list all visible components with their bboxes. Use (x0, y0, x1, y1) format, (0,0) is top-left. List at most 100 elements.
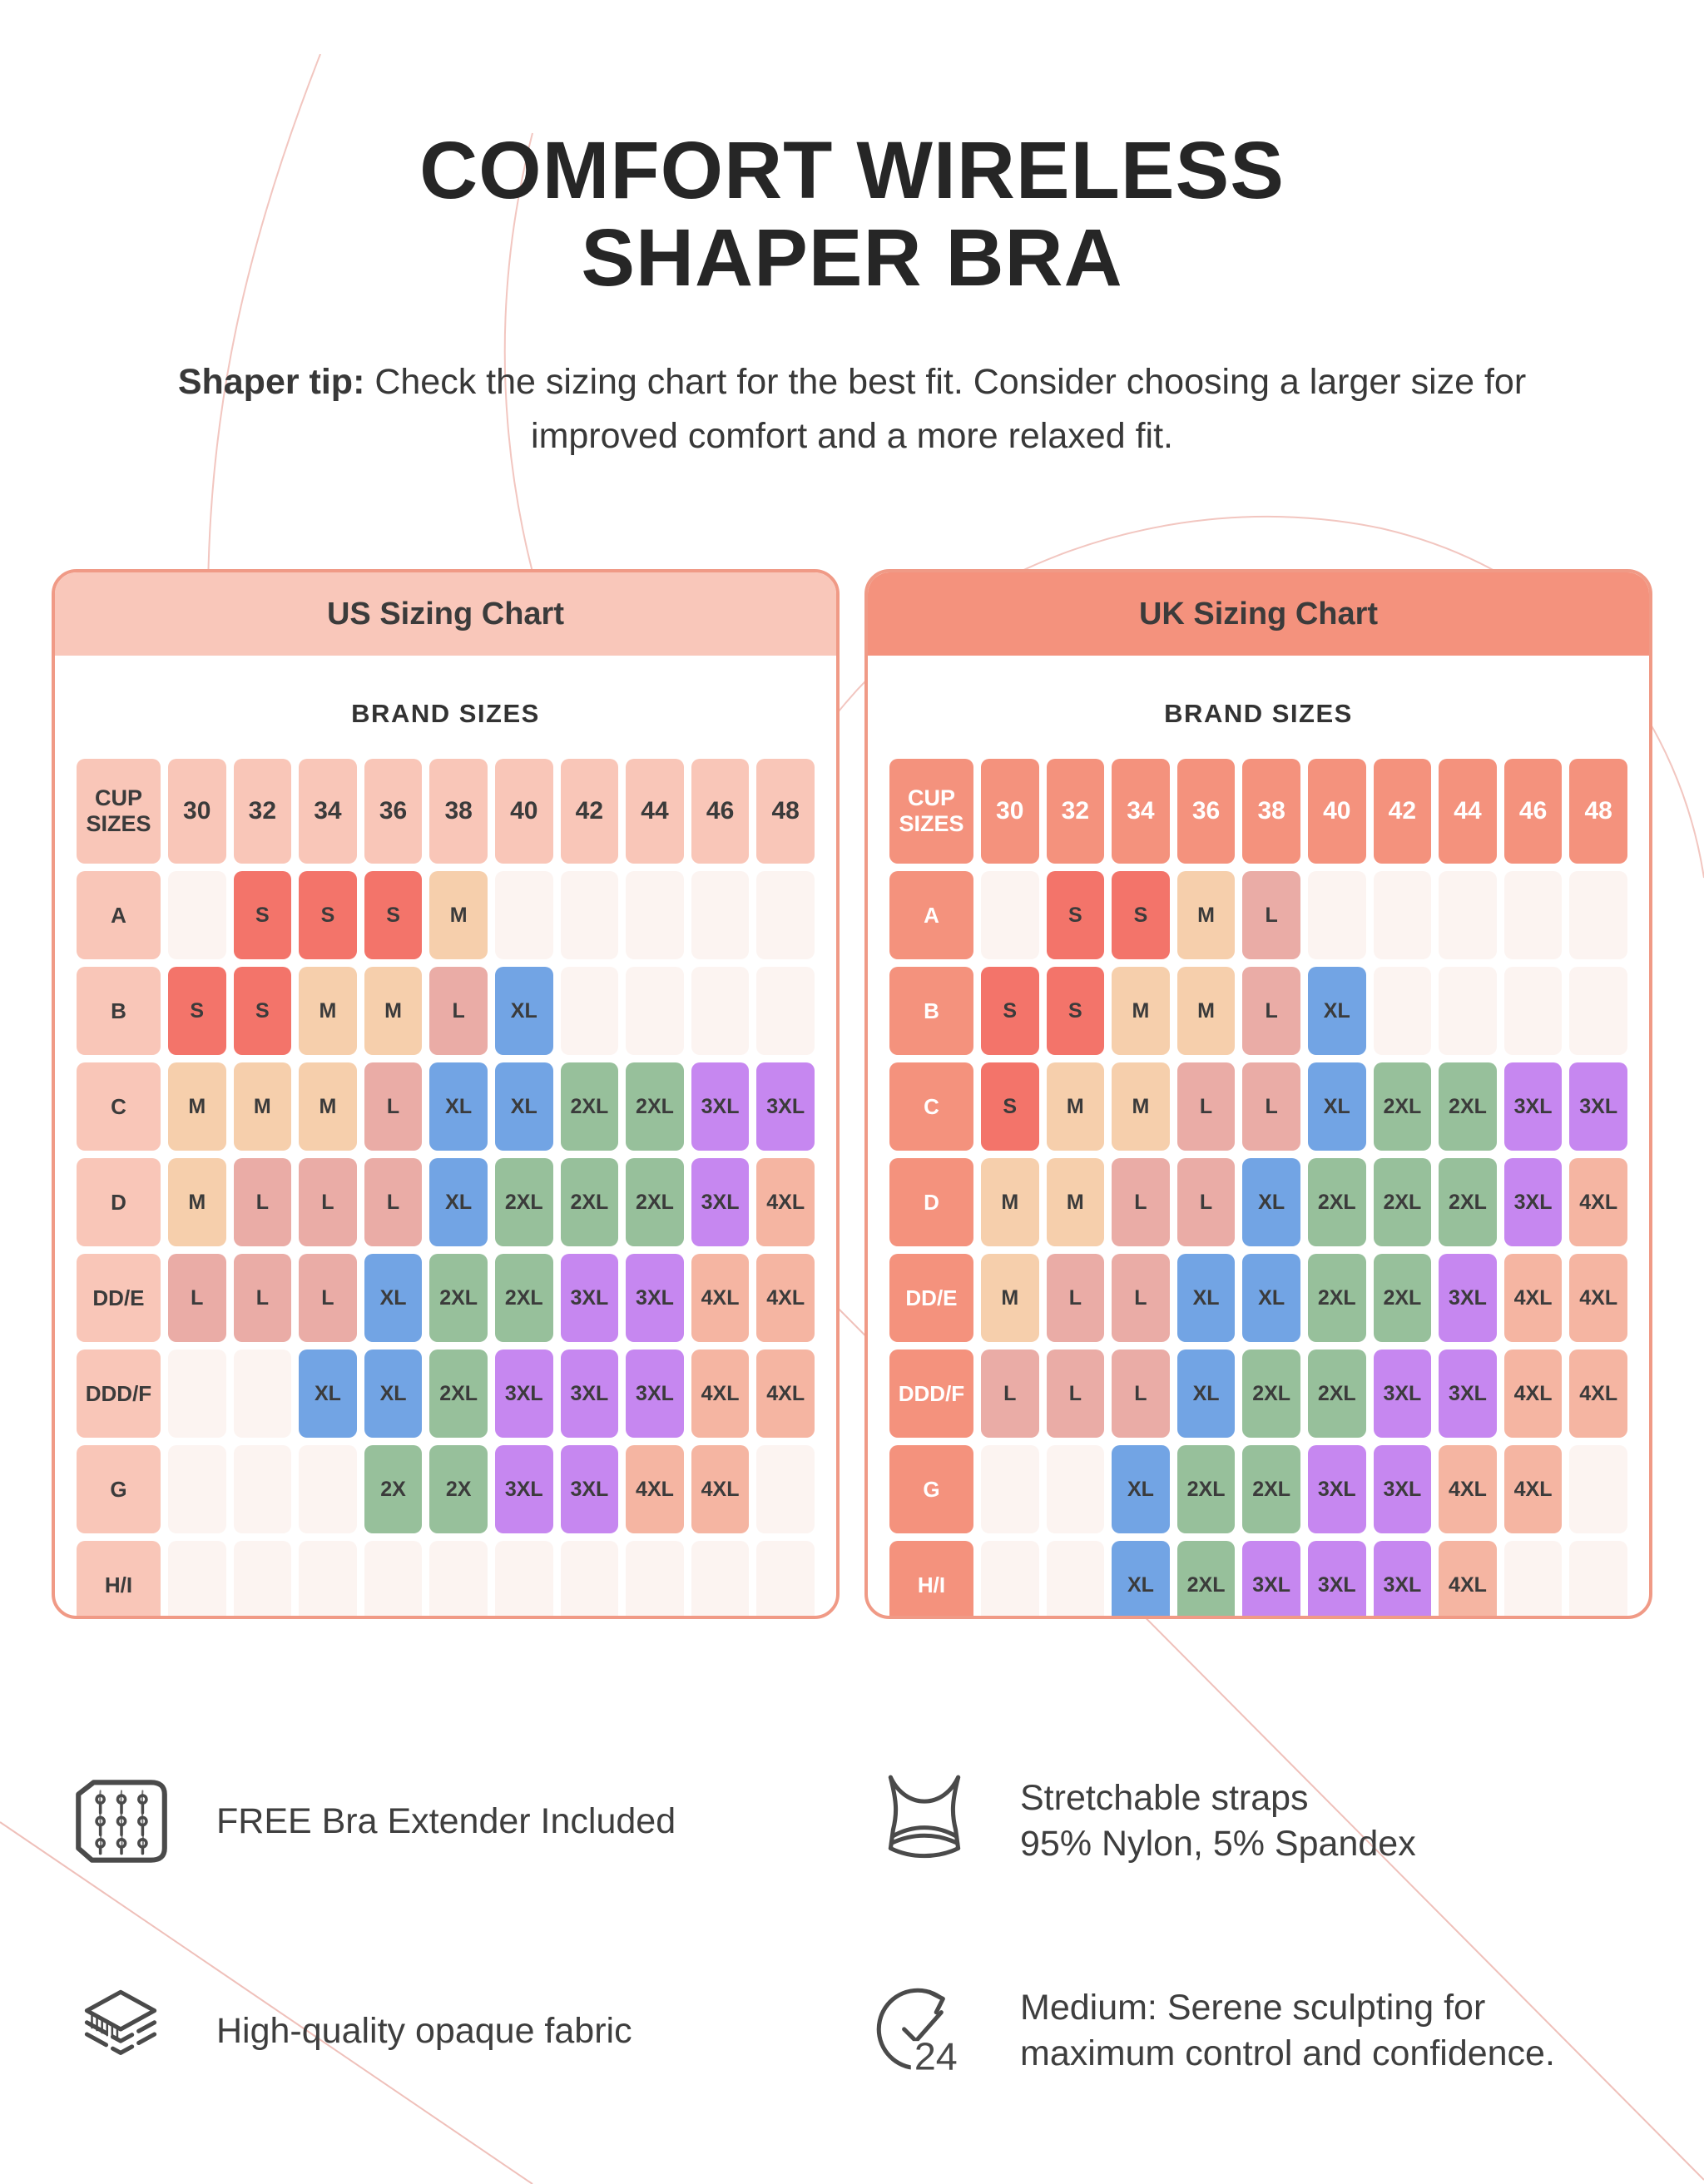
size-cell: XL (299, 1350, 357, 1439)
cup-size-row-header-cell: DD/E (889, 1254, 973, 1343)
size-cell: L (364, 1158, 423, 1247)
empty-size-cell (167, 1541, 226, 1617)
shaper-tip-text: Shaper tip: Check the sizing chart for t… (161, 355, 1543, 463)
cup-size-row-header-cell: DDD/F (77, 1350, 161, 1439)
band-size-header-cell: 42 (560, 759, 619, 864)
empty-size-cell (429, 1541, 488, 1617)
empty-size-cell (980, 871, 1039, 960)
empty-size-cell (1439, 871, 1497, 960)
empty-size-cell (167, 1350, 226, 1439)
uk-sizing-chart-card: UK Sizing Chart BRAND SIZES CUP SIZES 30 3… (864, 569, 1652, 1620)
band-size-header-cell: 34 (1112, 759, 1170, 864)
size-cell: 4XL (1569, 1158, 1627, 1247)
empty-size-cell (691, 967, 750, 1056)
size-cell: 2XL (1307, 1158, 1366, 1247)
size-cell: 3XL (1242, 1541, 1300, 1617)
empty-size-cell (560, 871, 619, 960)
page-title-line1: COMFORT WIRELESS (419, 124, 1285, 215)
us-chart-body: BRAND SIZES CUP SIZES 30 32 34 36 38 40 42 44 46 4… (55, 656, 836, 1617)
band-size-header-cell: 32 (233, 759, 292, 864)
cup-sizes-corner-cell: CUP SIZES (77, 759, 161, 864)
us-size-grid: CUP SIZES 30 32 34 36 38 40 42 44 46 48 A S S S M B S S M M L… (77, 759, 815, 1617)
size-cell: S (233, 871, 292, 960)
empty-size-cell (1439, 967, 1497, 1056)
size-cell: 4XL (756, 1254, 815, 1343)
size-cell: 4XL (691, 1350, 750, 1439)
size-cell: XL (494, 967, 553, 1056)
cup-size-row-header-cell: C (77, 1062, 161, 1151)
size-cell: L (167, 1254, 226, 1343)
empty-size-cell (1046, 1541, 1105, 1617)
size-cell: M (1046, 1062, 1105, 1151)
size-cell: 3XL (1439, 1254, 1497, 1343)
size-cell: 3XL (494, 1445, 553, 1534)
size-cell: 3XL (560, 1445, 619, 1534)
empty-size-cell (233, 1541, 292, 1617)
size-cell: 2XL (1307, 1254, 1366, 1343)
size-cell: L (1046, 1350, 1105, 1439)
size-cell: 4XL (1503, 1254, 1563, 1343)
empty-size-cell (1373, 967, 1432, 1056)
size-cell: L (1242, 1062, 1300, 1151)
size-cell: XL (1242, 1158, 1300, 1247)
band-size-header-cell: 30 (980, 759, 1039, 864)
size-cell: 3XL (1569, 1062, 1627, 1151)
us-chart-title: US Sizing Chart (55, 572, 836, 656)
size-cell: L (1112, 1350, 1170, 1439)
uk-chart-title: UK Sizing Chart (868, 572, 1649, 656)
empty-size-cell (167, 871, 226, 960)
cup-size-row-header-cell: DD/E (77, 1254, 161, 1343)
size-cell: M (980, 1158, 1039, 1247)
empty-size-cell (626, 967, 684, 1056)
size-cell: 2XL (494, 1254, 553, 1343)
size-cell: L (1242, 967, 1300, 1056)
size-cell: 3XL (1307, 1445, 1366, 1534)
cup-size-row-header-cell: B (77, 967, 161, 1056)
size-cell: M (980, 1254, 1039, 1343)
size-cell: 2XL (494, 1158, 553, 1247)
size-cell: L (1112, 1158, 1170, 1247)
size-cell: 3XL (494, 1350, 553, 1439)
size-cell: 2XL (1373, 1062, 1432, 1151)
features-section: FREE Bra Extender Included Stretchable s… (65, 1766, 1639, 2087)
band-size-header-cell: 36 (1176, 759, 1236, 864)
empty-size-cell (233, 1350, 292, 1439)
size-cell: 3XL (560, 1350, 619, 1439)
uk-brand-sizes-label: BRAND SIZES (1164, 699, 1353, 729)
empty-size-cell (1046, 1445, 1105, 1534)
size-cell: XL (364, 1350, 423, 1439)
fabric-layers-icon (65, 1975, 176, 2087)
feature-stretchable-straps: Stretchable straps 95% Nylon, 5% Spandex (869, 1766, 1639, 1877)
empty-size-cell (980, 1541, 1039, 1617)
size-cell: 3XL (1373, 1445, 1432, 1534)
band-size-header-cell: 38 (1242, 759, 1300, 864)
size-cell: 4XL (1569, 1254, 1627, 1343)
bra-icon (869, 1766, 980, 1877)
empty-size-cell (560, 1541, 619, 1617)
size-cell: L (1112, 1254, 1170, 1343)
size-cell: 3XL (1439, 1350, 1497, 1439)
size-cell: M (1046, 1158, 1105, 1247)
band-size-header-cell: 46 (1503, 759, 1563, 864)
size-cell: XL (1176, 1350, 1236, 1439)
feature-line: Stretchable straps (1020, 1777, 1309, 1818)
empty-size-cell (364, 1541, 423, 1617)
size-cell: 2X (429, 1445, 488, 1534)
size-cell: M (1176, 871, 1236, 960)
size-cell: M (1112, 1062, 1170, 1151)
size-cell: 2XL (429, 1350, 488, 1439)
empty-size-cell (560, 967, 619, 1056)
size-cell: 3XL (1503, 1158, 1563, 1247)
size-cell: S (1046, 967, 1105, 1056)
cup-size-row-header-cell: H/I (889, 1541, 973, 1617)
empty-size-cell (626, 871, 684, 960)
size-cell: 4XL (1503, 1445, 1563, 1534)
size-cell: XL (429, 1062, 488, 1151)
band-size-header-cell: 40 (1307, 759, 1366, 864)
feature-text-medium: Medium: Serene sculpting for maximum con… (1020, 1985, 1636, 2078)
size-cell: 2XL (1307, 1350, 1366, 1439)
empty-size-cell (756, 967, 815, 1056)
size-cell: XL (1112, 1541, 1170, 1617)
cup-size-row-header-cell: DDD/F (889, 1350, 973, 1439)
size-cell: 2XL (1242, 1350, 1300, 1439)
